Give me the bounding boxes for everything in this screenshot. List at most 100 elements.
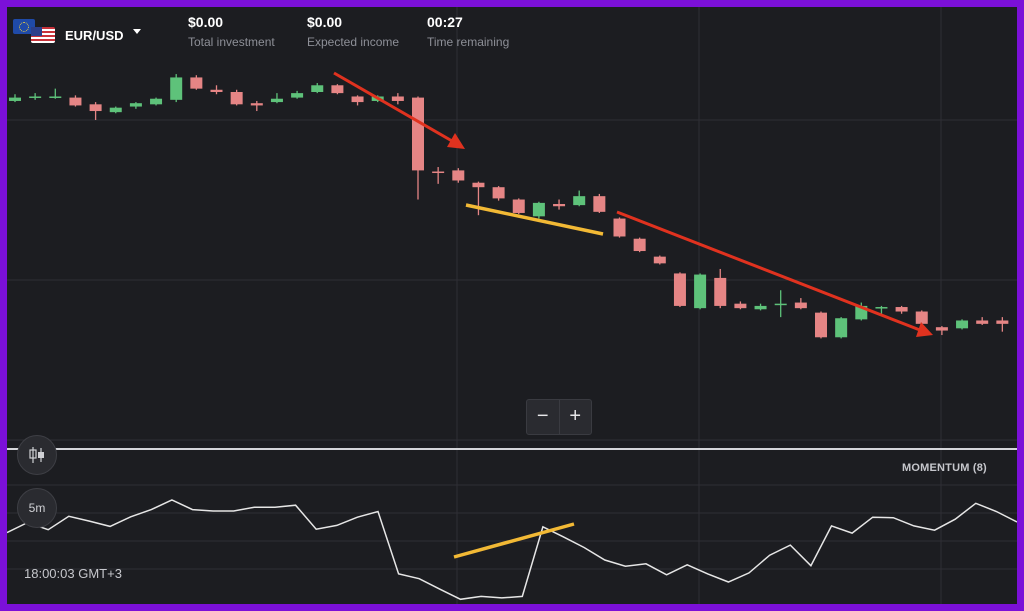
candle-body — [452, 170, 465, 181]
candle-body — [311, 85, 324, 92]
price-chart[interactable] — [7, 7, 1017, 604]
timeframe-button[interactable]: 5m — [17, 488, 57, 528]
candle-body — [754, 305, 767, 310]
candle-body — [109, 107, 122, 113]
candle-body — [351, 96, 364, 103]
grid-lines — [7, 7, 1017, 604]
arrow-head-2 — [916, 322, 933, 337]
candle-body — [553, 204, 566, 207]
trading-chart-window: EUR/USD $0.00 Total investment $0.00 Exp… — [7, 7, 1017, 604]
expected-income: $0.00 Expected income — [307, 14, 399, 49]
candle-body — [432, 171, 445, 174]
candle-body — [291, 93, 304, 98]
candle-body — [613, 218, 626, 237]
candle — [895, 305, 908, 314]
candle — [9, 94, 21, 103]
total-investment: $0.00 Total investment — [188, 14, 275, 49]
candlestick-series — [9, 74, 1009, 339]
candle-body — [190, 77, 203, 89]
candle — [815, 311, 827, 339]
candle — [774, 290, 787, 318]
candle-body — [472, 182, 485, 188]
candle-body — [230, 92, 243, 105]
candle-body — [210, 89, 223, 92]
total-investment-label: Total investment — [188, 35, 275, 49]
candle-body — [89, 104, 102, 112]
candle — [613, 217, 626, 238]
candle-body — [714, 277, 727, 306]
candle-body — [69, 97, 82, 106]
candle — [270, 93, 283, 104]
zoom-in-button[interactable]: + — [558, 400, 592, 434]
candle — [331, 84, 344, 95]
candle — [532, 201, 545, 219]
candle — [452, 168, 465, 183]
zoom-controls: − + — [526, 399, 592, 435]
candle-body — [673, 273, 686, 306]
candle — [492, 186, 505, 201]
arrow-down-1 — [333, 71, 460, 147]
candle — [311, 83, 324, 94]
candle-body — [935, 327, 948, 331]
candle-body — [915, 311, 928, 324]
candle — [512, 198, 525, 215]
arrow-head-1 — [447, 133, 465, 149]
expected-income-value: $0.00 — [307, 14, 343, 30]
candle-body — [956, 320, 969, 329]
candle — [976, 317, 989, 325]
asset-pair-selector[interactable]: EUR/USD — [65, 28, 124, 43]
candle — [351, 95, 364, 106]
candle — [412, 96, 424, 200]
candle — [472, 181, 485, 216]
expected-income-label: Expected income — [307, 35, 400, 49]
candle-body — [532, 202, 545, 217]
zoom-out-button[interactable]: − — [536, 405, 549, 427]
candle — [653, 255, 666, 265]
candle-body — [331, 85, 344, 94]
candle-body — [633, 238, 646, 252]
candle — [391, 93, 404, 105]
candle — [573, 190, 586, 207]
time-remaining-label: Time remaining — [427, 35, 510, 49]
indicator-label[interactable]: MOMENTUM (8) — [902, 462, 987, 474]
candle-body — [29, 96, 42, 98]
candle — [250, 100, 263, 112]
time-remaining-value: 00:27 — [427, 14, 463, 30]
momentum-line — [7, 499, 1017, 601]
candle-body — [593, 196, 606, 212]
candlestick-icon — [29, 447, 44, 463]
candle — [190, 75, 203, 90]
candle-body — [653, 256, 666, 264]
candle — [593, 193, 606, 213]
currency-flags[interactable] — [13, 19, 57, 45]
total-investment-value: $0.00 — [188, 14, 224, 30]
candle-body — [129, 103, 142, 107]
candle-body — [49, 96, 62, 98]
us-flag-icon — [31, 27, 55, 43]
candle-body — [150, 98, 163, 105]
trendline-price — [465, 203, 604, 236]
candle — [673, 272, 686, 308]
candle — [150, 97, 163, 106]
candle — [754, 303, 767, 311]
candle-body — [835, 318, 848, 338]
candle — [734, 301, 747, 310]
arrow-down-2 — [616, 210, 926, 334]
candle — [915, 310, 928, 325]
candle — [109, 106, 122, 114]
candle — [29, 93, 42, 100]
candle — [210, 85, 223, 95]
candle — [129, 102, 142, 109]
candle — [633, 237, 646, 253]
caret-down-icon[interactable] — [133, 29, 141, 34]
chart-type-button[interactable] — [17, 435, 57, 475]
candle — [291, 90, 304, 99]
candle-body — [875, 307, 888, 309]
candle — [432, 167, 445, 184]
candle — [49, 88, 62, 99]
candle — [875, 305, 888, 315]
candle-body — [512, 199, 525, 213]
candle — [69, 95, 82, 107]
candle-body — [694, 274, 707, 309]
candle — [956, 319, 969, 330]
